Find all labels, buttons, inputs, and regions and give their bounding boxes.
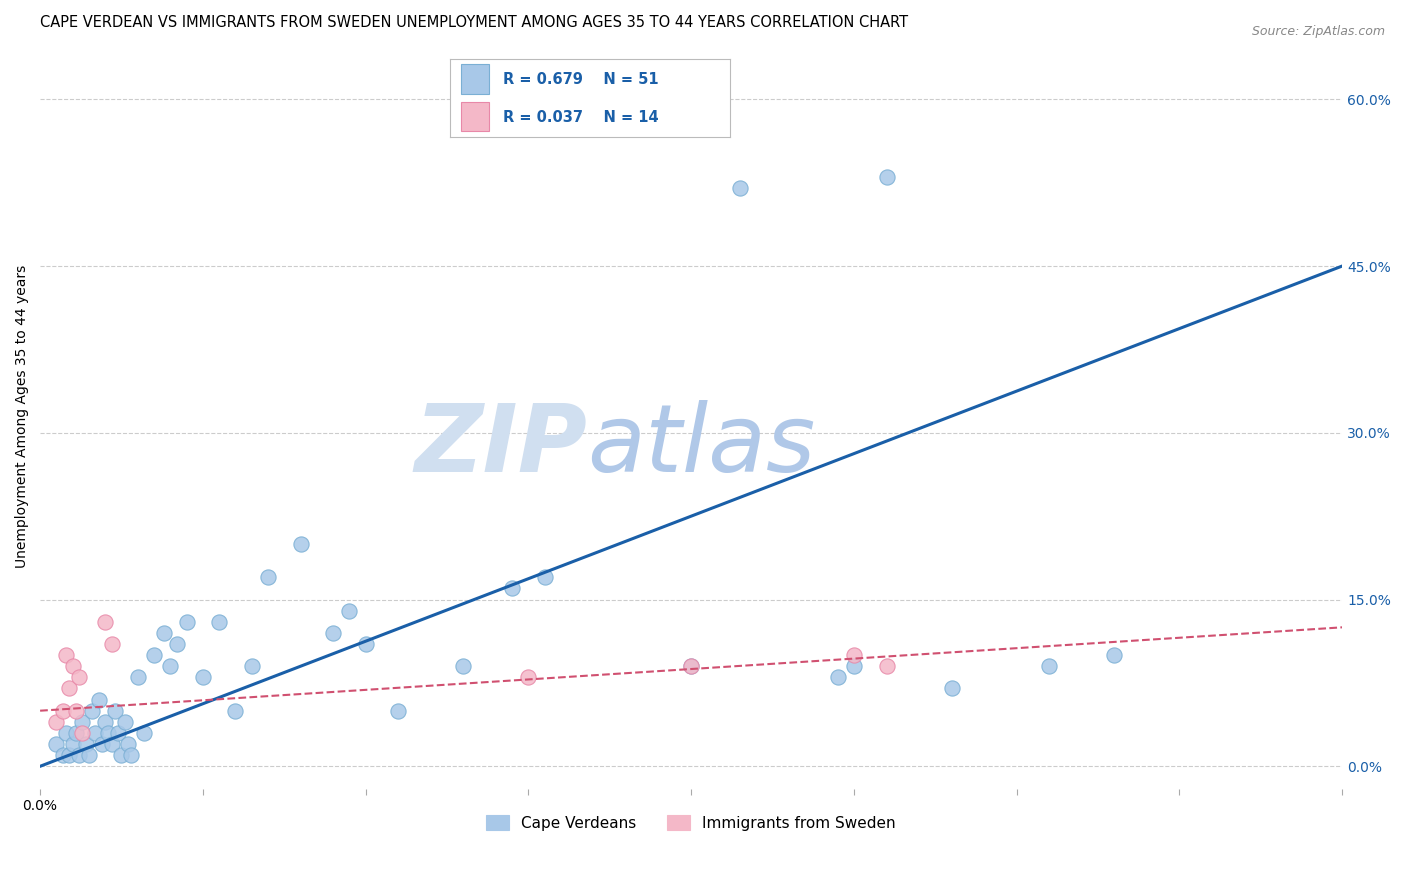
Point xyxy=(153,626,176,640)
Point xyxy=(681,659,703,673)
Point xyxy=(120,748,142,763)
Point xyxy=(1104,648,1126,662)
Point xyxy=(322,626,344,640)
Point xyxy=(65,704,87,718)
Point xyxy=(166,637,188,651)
Point xyxy=(827,670,849,684)
Point xyxy=(72,726,94,740)
Point xyxy=(1038,659,1060,673)
Text: ZIP: ZIP xyxy=(415,400,588,491)
Point xyxy=(728,181,751,195)
Point xyxy=(62,737,84,751)
Point xyxy=(681,659,703,673)
Point xyxy=(134,726,156,740)
Point xyxy=(501,582,523,596)
Point xyxy=(100,637,122,651)
Point xyxy=(257,570,280,584)
Point xyxy=(55,726,77,740)
Point xyxy=(100,737,122,751)
Point xyxy=(191,670,214,684)
Point xyxy=(94,615,117,629)
Point xyxy=(58,748,80,763)
Point xyxy=(45,714,67,729)
Point xyxy=(114,714,136,729)
Point xyxy=(387,704,409,718)
Point xyxy=(842,648,865,662)
Point xyxy=(55,648,77,662)
Point xyxy=(104,704,127,718)
Point xyxy=(87,692,110,706)
Point xyxy=(143,648,166,662)
Point xyxy=(337,604,360,618)
Point xyxy=(82,704,104,718)
Point xyxy=(97,726,120,740)
Point xyxy=(75,737,97,751)
Text: Source: ZipAtlas.com: Source: ZipAtlas.com xyxy=(1251,25,1385,38)
Point xyxy=(208,615,231,629)
Point xyxy=(159,659,181,673)
Point xyxy=(65,726,87,740)
Point xyxy=(876,170,898,185)
Point xyxy=(91,737,114,751)
Point xyxy=(842,659,865,673)
Point xyxy=(224,704,246,718)
Legend: Cape Verdeans, Immigrants from Sweden: Cape Verdeans, Immigrants from Sweden xyxy=(481,808,903,837)
Point xyxy=(941,681,963,696)
Point xyxy=(354,637,377,651)
Point xyxy=(533,570,555,584)
Point xyxy=(127,670,149,684)
Point xyxy=(45,737,67,751)
Point xyxy=(62,659,84,673)
Point xyxy=(240,659,263,673)
Point xyxy=(176,615,198,629)
Point xyxy=(58,681,80,696)
Point xyxy=(67,748,90,763)
Point xyxy=(517,670,540,684)
Point xyxy=(84,726,107,740)
Point xyxy=(52,704,75,718)
Text: CAPE VERDEAN VS IMMIGRANTS FROM SWEDEN UNEMPLOYMENT AMONG AGES 35 TO 44 YEARS CO: CAPE VERDEAN VS IMMIGRANTS FROM SWEDEN U… xyxy=(41,15,908,30)
Point xyxy=(290,537,312,551)
Point xyxy=(107,726,129,740)
Point xyxy=(94,714,117,729)
Text: atlas: atlas xyxy=(588,401,815,491)
Point xyxy=(876,659,898,673)
Point xyxy=(72,714,94,729)
Y-axis label: Unemployment Among Ages 35 to 44 years: Unemployment Among Ages 35 to 44 years xyxy=(15,264,30,567)
Point xyxy=(67,670,90,684)
Point xyxy=(52,748,75,763)
Point xyxy=(110,748,132,763)
Point xyxy=(77,748,100,763)
Point xyxy=(453,659,475,673)
Point xyxy=(117,737,139,751)
